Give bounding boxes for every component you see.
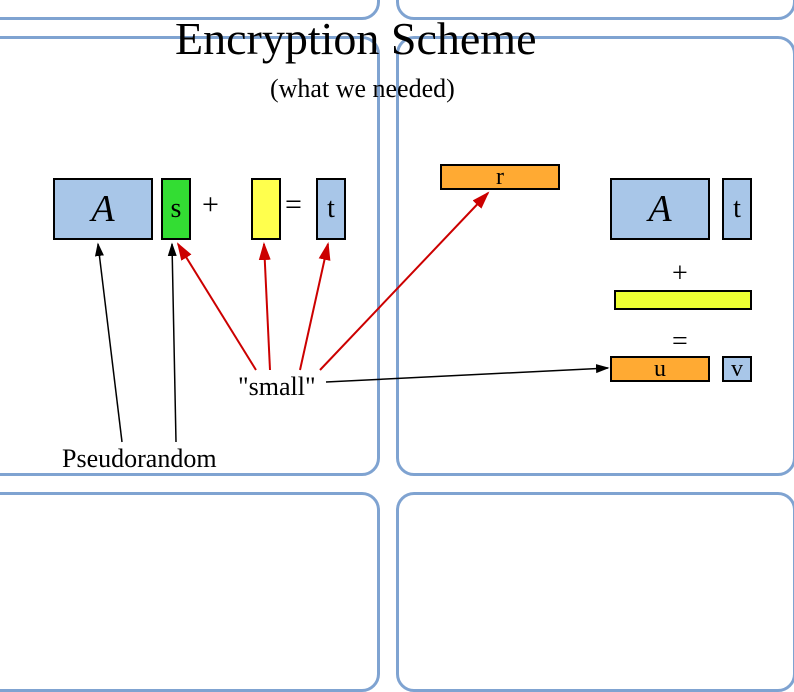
box-A2: A [610, 178, 710, 240]
label-eq2: = [672, 326, 688, 358]
box-A: A [53, 178, 153, 240]
label-pseudo: Pseudorandom [62, 444, 217, 474]
box-r: r [440, 164, 560, 190]
label-plus2: + [672, 258, 688, 290]
box-s: s [161, 178, 191, 240]
box-t: t [316, 178, 346, 240]
box-u: u [610, 356, 710, 382]
background-panel [396, 492, 794, 692]
slide-title: Encryption Scheme [175, 12, 537, 65]
label-eq1: = [285, 188, 302, 222]
box-v: v [722, 356, 752, 382]
box-plusbar [614, 290, 752, 310]
background-panel [0, 492, 380, 692]
label-plus1: + [202, 188, 219, 222]
box-t2: t [722, 178, 752, 240]
slide-subtitle: (what we needed) [270, 74, 455, 104]
background-panel [396, 36, 794, 476]
box-yellow [251, 178, 281, 240]
label-small: "small" [238, 372, 316, 402]
